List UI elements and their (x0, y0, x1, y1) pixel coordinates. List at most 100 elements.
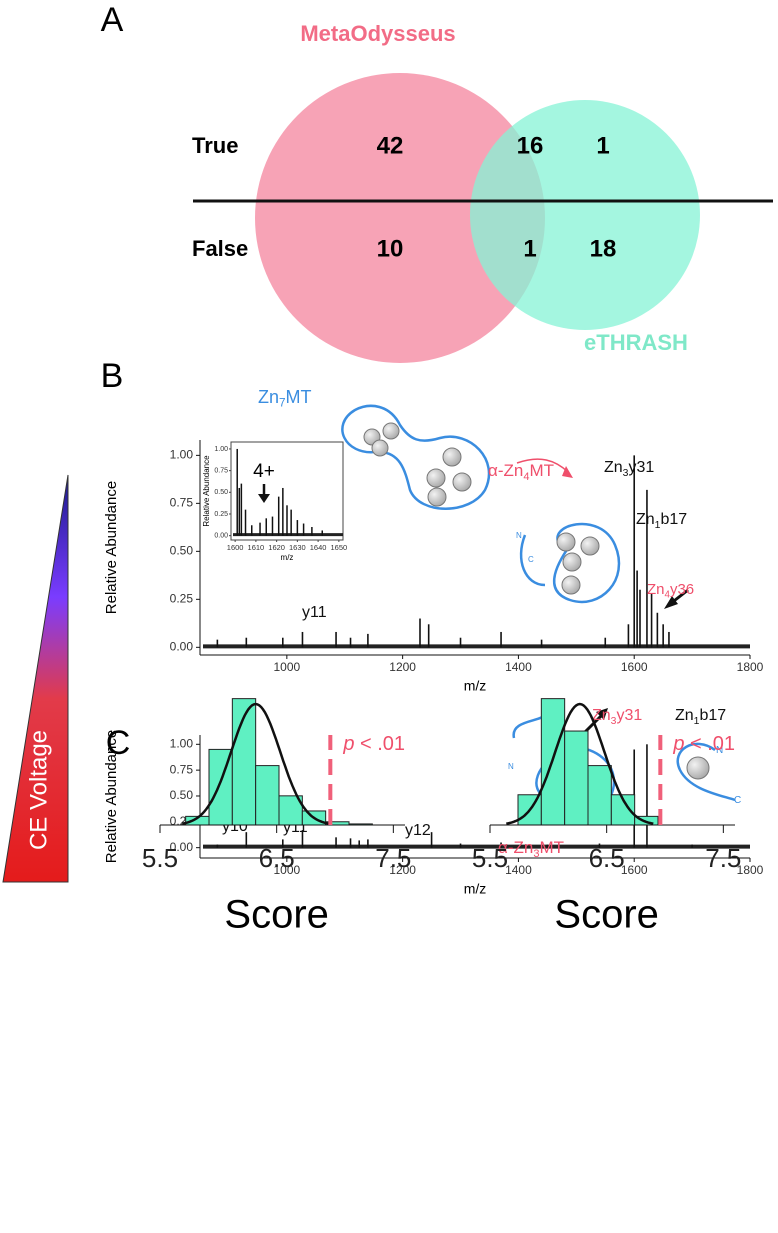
annotation-part: 3 (533, 848, 539, 860)
y-tick-label: 0.75 (170, 496, 194, 510)
bar (587, 765, 612, 826)
inset-y-tick-label: 0.50 (214, 489, 228, 496)
inset-x-tick-label: 1630 (289, 543, 306, 552)
x-tick-label: 1600 (621, 660, 648, 674)
inset-label: 4+ (253, 461, 275, 482)
annotation: N (508, 762, 514, 771)
annotation-part: b17 (660, 511, 687, 528)
annotation-part: Zn (604, 459, 623, 476)
annotation-part: b17 (699, 707, 726, 724)
count: 1 (596, 132, 609, 159)
annotation: Zn7MT (258, 387, 312, 410)
row-label: False (192, 236, 248, 261)
annotation: N (516, 531, 522, 540)
annotation: N (716, 745, 723, 756)
y-tick-label: 0.75 (170, 762, 194, 776)
x-tick-label: 1800 (737, 660, 764, 674)
annotation: Zn3y31 (604, 459, 654, 478)
fit-curve (506, 702, 654, 825)
x-tick-label: 1400 (505, 863, 532, 877)
inset-y-tick-label: 1.00 (214, 446, 228, 453)
arrow-head (596, 708, 608, 720)
y-tick-label: 0.25 (170, 592, 194, 606)
annotation-part: N (516, 531, 522, 540)
set-circle (470, 100, 700, 330)
annotation-part: < .01 (354, 733, 405, 755)
annotation: p < .01 (672, 733, 735, 755)
x-tick-label: 1000 (273, 863, 300, 877)
annotation-part: C (734, 795, 741, 806)
x-tick-label: 6.5 (589, 843, 625, 873)
annotation-part: α-Zn (488, 461, 523, 480)
annotation-part: MT (286, 387, 312, 407)
annotation: C (528, 555, 534, 564)
x-axis-title: m/z (464, 678, 487, 694)
inset-y-tick-label: 0.75 (214, 467, 228, 474)
x-tick-label: 1800 (737, 863, 764, 877)
annotation-part: C (528, 555, 534, 564)
annotation: Zn4y36 (647, 581, 694, 600)
annotation-part: α-Zn (498, 838, 533, 857)
annotation-part: Zn (592, 707, 611, 724)
annotation-part: 4 (523, 471, 529, 483)
x-tick-label: 6.5 (259, 843, 295, 873)
annotation-part: y11 (302, 604, 327, 621)
annotation-part: y12 (405, 822, 431, 839)
annotation-part: 3 (611, 716, 617, 727)
count: 18 (590, 235, 617, 262)
annotation-part: Zn (647, 581, 665, 598)
annotation: p < .01 (342, 733, 405, 755)
set-circle (255, 73, 545, 363)
inset-y-title: Relative Abundance (202, 455, 211, 527)
annotation-part: 3 (623, 468, 629, 479)
y-tick-label: 1.00 (170, 736, 194, 750)
annotation: Zn3y31 (592, 707, 642, 726)
x-tick-label: 1000 (273, 660, 300, 674)
inset-y-tick-label: 0.00 (214, 533, 228, 540)
ce-triangle (2, 474, 69, 883)
panel-label: B (101, 357, 124, 395)
x-tick-label: 1200 (389, 863, 416, 877)
annotation: y11 (302, 604, 327, 621)
annotation-part: 1 (655, 520, 661, 531)
annotation-part: Zn (258, 387, 279, 407)
panel-label: C (106, 724, 131, 762)
arrow (516, 458, 569, 473)
inset-x-tick-label: 1620 (268, 543, 285, 552)
set-label: MetaOdysseus (300, 21, 455, 46)
bar (255, 765, 280, 826)
inset-x-tick-label: 1610 (248, 543, 265, 552)
annotation-part: 7 (279, 396, 286, 409)
annotation-part: MT (539, 838, 564, 857)
annotation: α-Zn3MT (498, 838, 564, 860)
x-tick-label: 5.5 (142, 843, 178, 873)
side-label: CE Voltage (25, 730, 52, 850)
y-axis-title: Relative Abundance (103, 730, 120, 863)
x-axis-title: m/z (464, 881, 487, 897)
arrow-head (562, 466, 573, 478)
count: 16 (517, 132, 544, 159)
y-tick-label: 1.00 (170, 448, 194, 462)
x-tick-label: 7.5 (375, 843, 411, 873)
panel-label: A (101, 1, 124, 39)
annotation-part: 4 (665, 589, 671, 600)
fit-curve (181, 702, 330, 825)
annotation: Zn1b17 (636, 511, 687, 530)
x-tick-label: 7.5 (705, 843, 741, 873)
annotation-part: p (342, 733, 354, 755)
row-label: True (192, 133, 238, 158)
inset-arrow-head (258, 494, 270, 503)
y-tick-label: 0.00 (170, 639, 194, 653)
annotation-part: MT (529, 461, 554, 480)
x-tick-label: 1600 (621, 863, 648, 877)
inset-y-tick-label: 0.25 (214, 511, 228, 518)
annotation-part: N (716, 745, 723, 756)
annotation: y12 (405, 822, 431, 839)
annotation-part: y31 (628, 459, 654, 476)
x-axis-title: Score (554, 893, 659, 937)
set-label: eTHRASH (584, 330, 688, 355)
y-tick-label: 0.50 (170, 788, 194, 802)
bar (564, 730, 589, 826)
annotation-part: N (508, 762, 514, 771)
